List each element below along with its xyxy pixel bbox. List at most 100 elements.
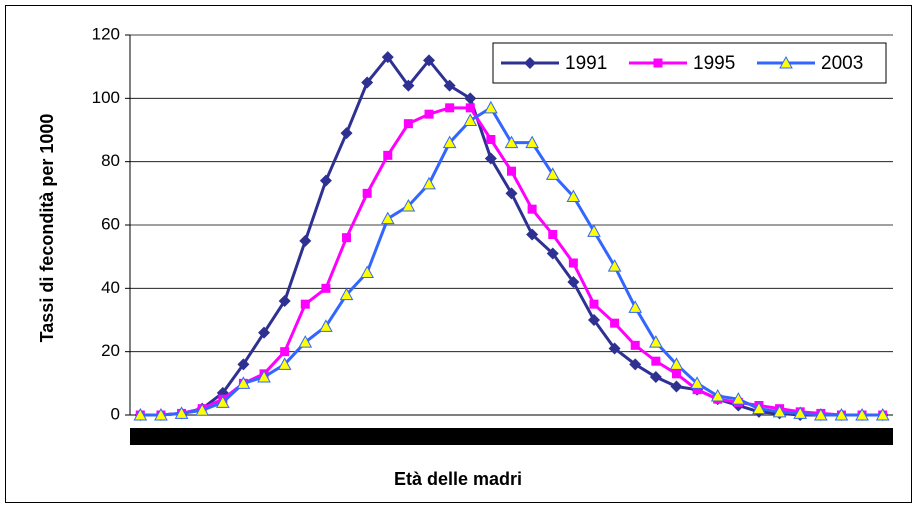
marker <box>319 174 332 187</box>
marker <box>360 265 374 278</box>
marker <box>445 103 455 113</box>
legend: 1991 1995 2003 <box>492 42 887 84</box>
marker <box>486 135 496 144</box>
marker <box>257 369 271 383</box>
marker <box>568 258 578 268</box>
marker <box>670 380 683 393</box>
marker <box>855 407 869 421</box>
y-tick-label: 100 <box>92 88 120 107</box>
legend-label: 1995 <box>693 53 735 74</box>
marker <box>567 276 580 288</box>
marker <box>401 198 416 212</box>
marker <box>258 326 271 339</box>
marker <box>174 406 189 419</box>
marker <box>300 299 310 309</box>
marker <box>813 407 828 421</box>
marker <box>339 287 354 301</box>
marker <box>403 119 413 129</box>
marker <box>527 204 537 214</box>
marker <box>546 247 559 260</box>
marker <box>507 166 516 176</box>
marker <box>587 314 600 326</box>
marker <box>629 358 642 371</box>
marker <box>610 318 620 328</box>
marker <box>772 404 787 418</box>
marker <box>361 76 374 89</box>
series-line <box>140 106 883 417</box>
y-tick-label: 60 <box>101 214 120 233</box>
chart-frame <box>5 5 912 503</box>
marker <box>464 92 477 105</box>
marker <box>154 407 168 421</box>
marker <box>669 357 684 370</box>
series-line <box>140 105 883 417</box>
marker <box>504 135 519 149</box>
marker <box>236 376 251 389</box>
marker <box>875 407 890 421</box>
marker <box>195 403 210 416</box>
marker <box>793 406 808 419</box>
legend-label: 1991 <box>565 53 607 74</box>
marker <box>340 127 353 140</box>
marker <box>133 407 148 421</box>
marker <box>649 335 663 348</box>
y-tick-label: 40 <box>101 278 120 297</box>
marker <box>630 340 640 350</box>
legend-marker <box>653 58 663 68</box>
legend-label: 2003 <box>821 53 863 74</box>
marker <box>834 407 849 421</box>
marker <box>362 188 372 198</box>
marker <box>277 357 292 370</box>
label-redaction <box>130 428 893 445</box>
marker <box>526 228 539 241</box>
y-tick-label: 0 <box>111 404 120 423</box>
marker <box>402 79 415 92</box>
hidden-labels <box>130 428 893 445</box>
marker <box>215 395 230 408</box>
marker <box>566 189 581 202</box>
marker <box>545 167 560 180</box>
y-tick-label: 20 <box>101 341 120 360</box>
y-tick-label: 80 <box>101 151 120 170</box>
marker <box>463 113 478 126</box>
marker <box>484 100 498 114</box>
marker <box>383 150 393 160</box>
marker <box>731 392 746 405</box>
legend-marker <box>524 57 536 69</box>
legend-marker <box>779 55 793 69</box>
marker <box>484 152 497 165</box>
x-axis-title: Età delle madri <box>394 469 522 489</box>
marker <box>752 401 766 415</box>
marker <box>319 319 333 332</box>
marker <box>608 342 621 355</box>
marker <box>589 299 599 309</box>
marker <box>280 347 290 357</box>
marker <box>381 51 394 64</box>
series-line <box>140 54 883 417</box>
marker <box>505 187 518 200</box>
marker <box>692 385 702 395</box>
marker <box>342 233 352 243</box>
marker <box>298 335 313 348</box>
marker <box>443 79 456 92</box>
marker <box>237 358 250 371</box>
marker <box>423 54 436 67</box>
marker <box>442 135 457 149</box>
marker <box>690 376 704 389</box>
marker <box>710 388 725 402</box>
marker <box>424 109 434 119</box>
marker <box>422 176 436 190</box>
y-tick-label: 120 <box>92 24 120 43</box>
marker <box>628 300 643 313</box>
marker <box>525 135 539 149</box>
y-axis-title: Tassi di fecondità per 1000 <box>37 114 57 343</box>
marker <box>278 295 291 307</box>
marker <box>321 283 331 293</box>
marker <box>299 234 312 247</box>
marker <box>607 259 622 272</box>
marker <box>651 356 661 366</box>
marker <box>380 211 395 225</box>
marker <box>649 371 662 383</box>
marker <box>465 103 475 113</box>
